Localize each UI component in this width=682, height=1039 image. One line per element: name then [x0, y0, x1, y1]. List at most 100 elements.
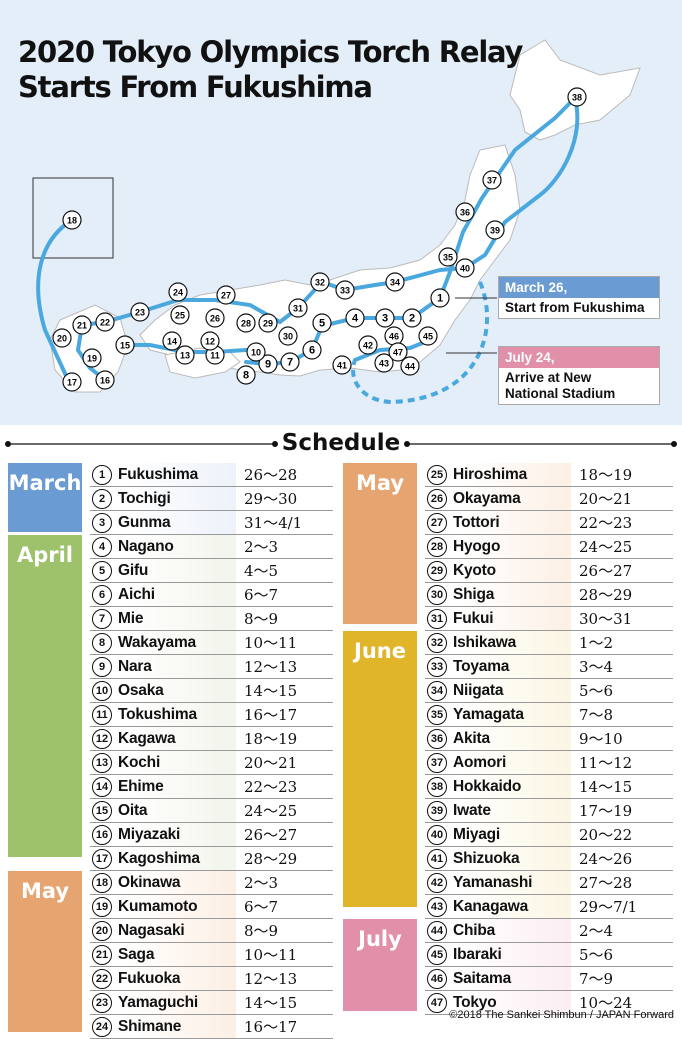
- schedule-row: 47 Tokyo 10〜24: [425, 991, 673, 1015]
- map-marker-13: 13: [175, 345, 195, 365]
- prefecture-name: Shimane: [118, 1017, 182, 1035]
- prefecture-name: Fukui: [453, 609, 494, 627]
- month-group-april: April 4 Nagano 2〜3 5 Gifu 4〜5 6 Aichi 6〜7 7 Mie 8〜9 8…: [8, 535, 333, 871]
- schedule-row: 4 Nagano 2〜3: [90, 535, 333, 559]
- schedule-row: 16 Miyazaki 26〜27: [90, 823, 333, 847]
- map-marker-28: 28: [236, 313, 256, 333]
- prefecture-name: Kochi: [118, 753, 161, 771]
- prefecture-name: Miyazaki: [118, 825, 181, 843]
- month-group-march: March 1 Fukushima 26〜28 2 Tochigi 29〜30 3 Gunma 3…: [8, 463, 333, 535]
- relay-dates: 3〜4: [571, 655, 673, 678]
- map-marker-label: 34: [390, 278, 400, 288]
- relay-dates: 26〜27: [571, 559, 673, 582]
- map-marker-3: 3: [375, 308, 395, 328]
- prefecture-name: Kumamoto: [118, 897, 198, 915]
- prefecture-number: 11: [92, 704, 112, 725]
- prefecture-number: 36: [427, 728, 447, 749]
- start-callout: March 26, Start from Fukushima: [498, 276, 660, 319]
- schedule-row: 20 Nagasaki 8〜9: [90, 919, 333, 943]
- schedule-row: 5 Gifu 4〜5: [90, 559, 333, 583]
- prefecture-name: Kagawa: [118, 729, 176, 747]
- schedule-row: 15 Oita 24〜25: [90, 799, 333, 823]
- map-marker-36: 36: [455, 202, 475, 222]
- map-marker-label: 2: [409, 313, 415, 325]
- schedule-row: 21 Saga 10〜11: [90, 943, 333, 967]
- prefecture-name: Yamagata: [453, 705, 524, 723]
- map-marker-18: 18: [62, 210, 82, 230]
- map-marker-label: 11: [210, 351, 220, 361]
- map-marker-30: 30: [278, 326, 298, 346]
- relay-dates: 7〜8: [571, 703, 673, 726]
- month-label: June: [343, 631, 417, 907]
- month-label: March: [8, 463, 82, 532]
- relay-dates: 5〜6: [571, 679, 673, 702]
- prefecture-name: Saitama: [453, 969, 512, 987]
- map-marker-label: 3: [382, 313, 388, 325]
- relay-dates: 14〜15: [236, 679, 333, 702]
- map-marker-label: 6: [309, 345, 315, 357]
- map-marker-label: 13: [180, 351, 190, 361]
- map-marker-21: 21: [72, 315, 92, 335]
- map-marker-15: 15: [115, 335, 135, 355]
- schedule-title: Schedule: [281, 430, 401, 456]
- arrive-callout: July 24, Arrive at New National Stadium: [498, 346, 660, 405]
- map-marker-label: 21: [77, 321, 87, 331]
- map-marker-label: 28: [241, 319, 251, 329]
- schedule-row: 29 Kyoto 26〜27: [425, 559, 673, 583]
- prefecture-number: 21: [92, 944, 112, 965]
- prefecture-name: Osaka: [118, 681, 164, 699]
- map-marker-label: 32: [315, 278, 325, 288]
- map-marker-label: 16: [100, 376, 110, 386]
- map-marker-40: 40: [455, 258, 475, 278]
- prefecture-number: 33: [427, 656, 447, 677]
- prefecture-name: Ehime: [118, 777, 164, 795]
- map-marker-label: 27: [221, 291, 231, 301]
- map-marker-14: 14: [162, 331, 182, 351]
- schedule-row: 8 Wakayama 10〜11: [90, 631, 333, 655]
- schedule-row: 39 Iwate 17〜19: [425, 799, 673, 823]
- map-marker-41: 41: [332, 355, 352, 375]
- relay-dates: 22〜23: [236, 775, 333, 798]
- map-marker-label: 29: [263, 319, 273, 329]
- schedule-row: 45 Ibaraki 5〜6: [425, 943, 673, 967]
- map-marker-label: 7: [287, 357, 293, 369]
- schedule-row: 2 Tochigi 29〜30: [90, 487, 333, 511]
- map-marker-17: 17: [62, 372, 82, 392]
- schedule-row: 38 Hokkaido 14〜15: [425, 775, 673, 799]
- relay-dates: 28〜29: [571, 583, 673, 606]
- prefecture-name: Tottori: [453, 513, 500, 531]
- relay-dates: 27〜28: [571, 871, 673, 894]
- schedule-row: 37 Aomori 11〜12: [425, 751, 673, 775]
- map-marker-label: 45: [423, 332, 433, 342]
- map-marker-label: 47: [393, 348, 403, 358]
- map-marker-label: 33: [340, 286, 350, 296]
- map-marker-label: 37: [487, 176, 497, 186]
- schedule-row: 30 Shiga 28〜29: [425, 583, 673, 607]
- schedule-row: 44 Chiba 2〜4: [425, 919, 673, 943]
- prefecture-name: Akita: [453, 729, 490, 747]
- prefecture-name: Nara: [118, 657, 152, 675]
- map-marker-label: 31: [293, 304, 303, 314]
- prefecture-number: 20: [92, 920, 112, 941]
- prefecture-number: 12: [92, 728, 112, 749]
- map-marker-34: 34: [385, 272, 405, 292]
- map-marker-42: 42: [358, 335, 378, 355]
- schedule-divider: [5, 441, 677, 447]
- prefecture-number: 41: [427, 848, 447, 869]
- schedule-row: 43 Kanagawa 29〜7/1: [425, 895, 673, 919]
- prefecture-name: Hiroshima: [453, 465, 527, 483]
- schedule-row: 26 Okayama 20〜21: [425, 487, 673, 511]
- map-marker-46: 46: [384, 326, 404, 346]
- prefecture-name: Shiga: [453, 585, 495, 603]
- schedule-row: 1 Fukushima 26〜28: [90, 463, 333, 487]
- prefecture-name: Niigata: [453, 681, 504, 699]
- prefecture-number: 23: [92, 992, 112, 1013]
- prefecture-number: 22: [92, 968, 112, 989]
- prefecture-name: Tokyo: [453, 993, 497, 1011]
- month-group-july: July 44 Chiba 2〜4 45 Ibaraki 5〜6 46 Saitama 7〜9 47…: [343, 919, 673, 1015]
- map-marker-6: 6: [302, 340, 322, 360]
- prefecture-name: Okayama: [453, 489, 521, 507]
- prefecture-number: 43: [427, 896, 447, 917]
- schedule-row: 41 Shizuoka 24〜26: [425, 847, 673, 871]
